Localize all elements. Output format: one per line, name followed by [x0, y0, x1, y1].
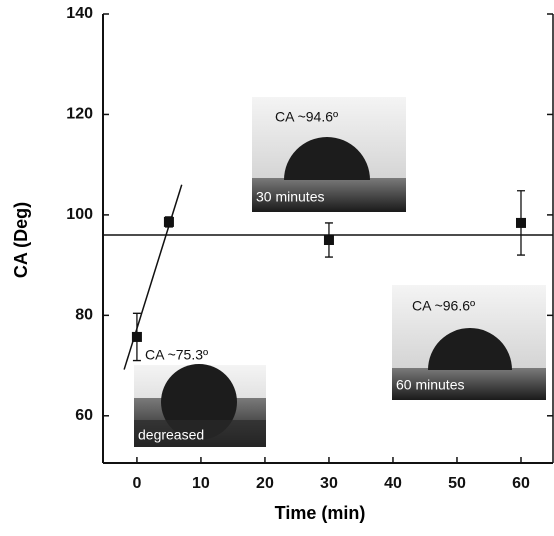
annotation: CA ~75.3º: [145, 347, 208, 363]
x-tick-label: 30: [320, 475, 338, 492]
y-axis-label: CA (Deg): [11, 202, 31, 278]
x-tick-label: 10: [192, 475, 210, 492]
y-tick-label: 140: [66, 5, 93, 22]
x-axis-label: Time (min): [275, 503, 366, 523]
annotation: 60 minutes: [396, 377, 464, 393]
data-point: [323, 235, 334, 246]
annotation: CA ~96.6º: [412, 298, 475, 314]
data-point: [515, 217, 526, 228]
data-point: [131, 331, 142, 342]
annotation: degreased: [138, 427, 204, 443]
inset-degreased: CA ~75.3º degreased: [134, 347, 266, 447]
annotation: 30 minutes: [256, 189, 324, 205]
y-tick-label: 100: [66, 206, 93, 223]
x-tick-label: 20: [256, 475, 274, 492]
annotation: CA ~94.6º: [275, 109, 338, 125]
x-tick-label: 60: [512, 475, 530, 492]
data-point: [163, 216, 174, 227]
x-tick-label: 50: [448, 475, 466, 492]
x-tick-label: 40: [384, 475, 402, 492]
y-tick-label: 120: [66, 106, 93, 123]
y-tick-label: 60: [75, 407, 93, 424]
y-tick-label: 80: [75, 307, 93, 324]
inset-30min: CA ~94.6º 30 minutes: [252, 97, 406, 212]
inset-60min: CA ~96.6º 60 minutes: [392, 285, 546, 400]
x-tick-label: 0: [132, 475, 141, 492]
